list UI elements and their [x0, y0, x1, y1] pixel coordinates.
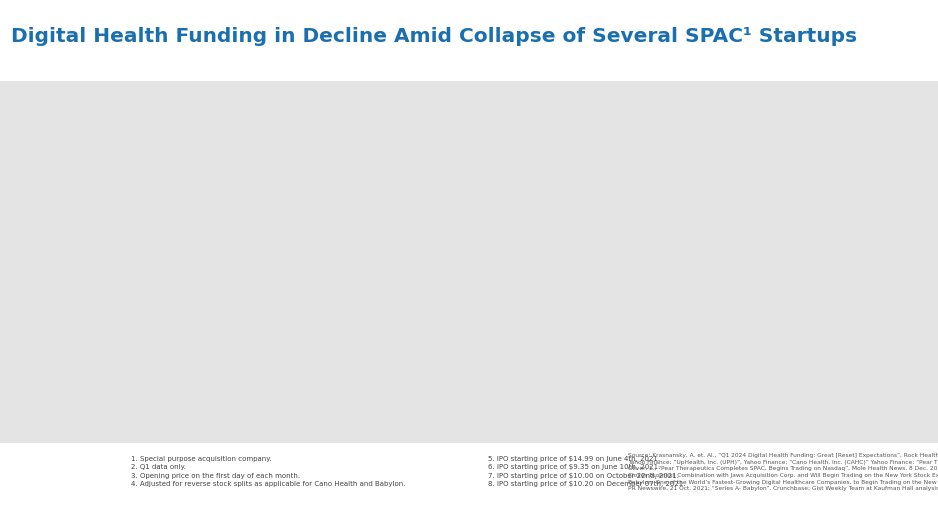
Text: 5. IPO starting price of $14.99 on June 4th, 2021.
6. IPO starting price of $9.3: 5. IPO starting price of $14.99 on June … — [488, 456, 686, 487]
UpHealth⁶ — [801, 411, 812, 417]
Pear Therapeutics⁸ — [751, 350, 763, 356]
Cano Health⁵ — [703, 310, 714, 316]
Cano Health⁵ — [751, 266, 763, 272]
Bar — [111, 295, 149, 432]
Text: $29B: $29B — [178, 399, 208, 410]
UpHealth⁶ — [768, 395, 779, 401]
Cano Health⁵ — [834, 389, 845, 396]
Text: Weekly: Weekly — [68, 480, 107, 490]
Line: Pear Therapeutics⁸: Pear Therapeutics⁸ — [603, 155, 790, 419]
Babylon Health⁷ — [703, 395, 714, 401]
Pear Therapeutics⁸ — [735, 379, 747, 385]
UpHealth⁶ — [506, 152, 517, 158]
Cano Health⁵ — [768, 342, 779, 348]
Bar — [238, 285, 276, 432]
Text: $11B: $11B — [306, 413, 335, 424]
Text: $8B: $8B — [55, 416, 78, 426]
Text: $15B: $15B — [242, 410, 272, 421]
Text: Stock Prices³ of Select Digital Health Companies as Percentage of Initial
Stock : Stock Prices³ of Select Digital Health C… — [502, 47, 911, 69]
Babylon Health⁷ — [735, 398, 747, 404]
Pear Therapeutics⁸ — [604, 263, 615, 269]
Line: UpHealth⁶: UpHealth⁶ — [511, 155, 905, 417]
Babylon Health⁷ — [571, 152, 582, 158]
UpHealth⁶ — [703, 395, 714, 401]
UpHealth⁶ — [538, 226, 550, 232]
Pear Therapeutics⁸ — [719, 379, 730, 385]
Cano Health⁵ — [538, 218, 550, 224]
Legend: Total Funding, Average Deal Size: Total Funding, Average Deal Size — [108, 472, 342, 490]
Babylon Health⁷ — [604, 258, 615, 264]
Babylon Health⁷ — [768, 403, 779, 409]
Babylon Health⁷ — [670, 389, 681, 396]
Bar — [47, 354, 85, 432]
UpHealth⁶ — [604, 363, 615, 369]
Cano Health⁵ — [506, 152, 517, 158]
Text: $30M: $30M — [80, 187, 110, 197]
Bar — [365, 403, 403, 432]
Cano Health⁵ — [801, 395, 812, 401]
Cano Health⁵ — [571, 186, 582, 192]
Pear Therapeutics⁸ — [784, 416, 795, 422]
UpHealth⁶ — [900, 413, 911, 420]
Text: $22M: $22M — [334, 248, 364, 258]
Pear Therapeutics⁸ — [670, 337, 681, 343]
UpHealth⁶ — [637, 347, 648, 354]
Cano Health⁵ — [670, 326, 681, 333]
Text: $14B: $14B — [114, 411, 144, 421]
Text: $27M: $27M — [270, 210, 300, 220]
Cano Health⁵ — [900, 411, 911, 417]
Text: Source: Krasnansky, A. et. Al., “Q1 2024 Digital Health Funding: Great [Reset] E: Source: Krasnansky, A. et. Al., “Q1 2024… — [628, 453, 938, 492]
UpHealth⁶ — [735, 395, 747, 401]
Text: $40M: $40M — [178, 92, 208, 102]
Text: Digital Health Total Funding and Average Deal Size, by Year: Digital Health Total Funding and Average… — [0, 66, 293, 75]
Text: 1. Special purpose acquisition company.
2. Q1 data only.
3. Opening price on the: 1. Special purpose acquisition company. … — [131, 456, 406, 487]
Circle shape — [44, 452, 61, 463]
Legend: Cano Health⁵, UpHealth⁶, Babylon Health⁷, Pear Therapeutics⁸: Cano Health⁵, UpHealth⁶, Babylon Health⁷… — [507, 485, 909, 503]
Babylon Health⁷ — [637, 266, 648, 272]
Text: Gist: Gist — [13, 466, 40, 479]
Pear Therapeutics⁸ — [768, 408, 779, 414]
Bar — [174, 148, 212, 432]
Line: Babylon Health⁷: Babylon Health⁷ — [577, 137, 823, 417]
Line: Cano Health⁵: Cano Health⁵ — [511, 155, 905, 414]
Pear Therapeutics⁸ — [637, 287, 648, 293]
Circle shape — [8, 453, 61, 489]
UpHealth⁶ — [571, 244, 582, 250]
Text: $20M: $20M — [16, 256, 46, 266]
Babylon Health⁷ — [817, 413, 828, 420]
Text: $21M: $21M — [398, 286, 428, 296]
UpHealth⁶ — [867, 413, 878, 420]
Pear Therapeutics⁸ — [687, 284, 698, 290]
Text: from Kaufman Hall: from Kaufman Hall — [5, 499, 64, 504]
Cano Health⁵ — [778, 389, 789, 396]
UpHealth⁶ — [670, 350, 681, 356]
Cano Health⁵ — [867, 411, 878, 417]
Text: $3B: $3B — [372, 419, 395, 429]
Pear Therapeutics⁸ — [703, 297, 714, 303]
Bar — [301, 324, 340, 432]
UpHealth⁶ — [834, 411, 845, 417]
Cano Health⁵ — [604, 249, 615, 256]
Babylon Health⁷ — [582, 134, 593, 140]
Pear Therapeutics⁸ — [598, 152, 609, 158]
Text: Digital Health Funding in Decline Amid Collapse of Several SPAC¹ Startups: Digital Health Funding in Decline Amid C… — [11, 27, 857, 46]
Babylon Health⁷ — [801, 411, 812, 417]
Cano Health⁵ — [735, 345, 747, 351]
Cano Health⁵ — [637, 315, 648, 322]
